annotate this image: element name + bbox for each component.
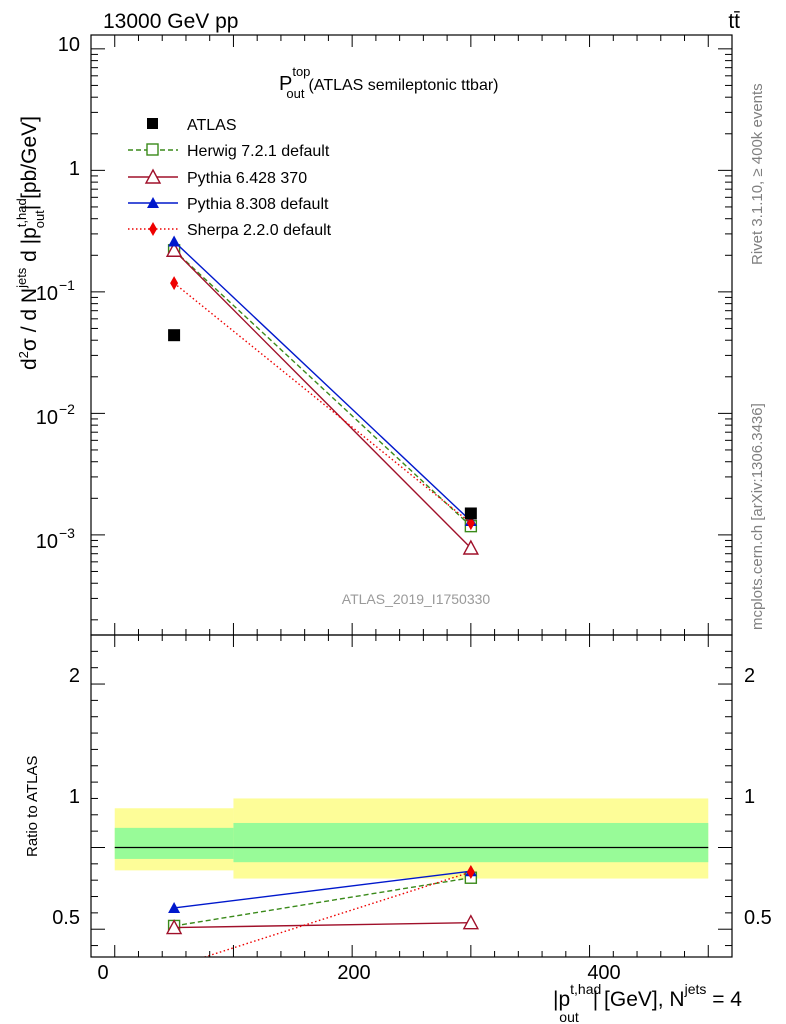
ratio-point-sherpa-1 <box>466 865 475 880</box>
main-point-sherpa-1 <box>466 516 475 531</box>
main-point-atlas-1 <box>464 507 477 520</box>
ratio-series-group <box>165 865 480 957</box>
ratio-ytick-label-right-2: 2 <box>744 665 755 687</box>
main-line-py8 <box>173 240 472 522</box>
ytick-exp-0.01: −2 <box>59 401 75 417</box>
main-point-atlas-0 <box>168 329 181 342</box>
legend-item-atlas: ATLAS <box>147 117 237 134</box>
ratio-line-py8 <box>174 870 471 909</box>
legend-label-py8: Pythia 8.308 default <box>187 196 329 213</box>
main-line-herwig <box>173 249 472 527</box>
legend-marker-py6 <box>144 168 162 184</box>
legend-item-sherpa: Sherpa 2.2.0 default <box>128 222 332 239</box>
ratio-frame <box>90 634 733 958</box>
ytick-label-0.1: 10 <box>36 283 58 305</box>
ratio-ytick-label-right-0.5: 0.5 <box>744 907 772 929</box>
xtick-label-400: 400 <box>587 962 620 984</box>
ratio-line-py6 <box>174 921 471 929</box>
main-point-py6-0 <box>165 241 183 257</box>
ratio-stat-band-1 <box>233 822 709 863</box>
axis-ticks <box>91 35 732 957</box>
main-point-sherpa-0 <box>170 276 179 291</box>
mcplots-label: mcplots.cern.ch [arXiv:1306.3436] <box>749 403 766 630</box>
legend-label-py6: Pythia 6.428 370 <box>187 170 307 187</box>
legend: ATLAS Herwig 7.2.1 default Pythia 6.428 … <box>128 117 332 239</box>
ratio-ytick-label-0.5: 0.5 <box>52 907 80 929</box>
ratio-ytick-label-2: 2 <box>69 665 80 687</box>
rivet-label: Rivet 3.1.10, ≥ 400k events <box>749 83 766 265</box>
legend-label-herwig: Herwig 7.2.1 default <box>187 143 330 160</box>
legend-item-py6: Pythia 6.428 370 <box>128 168 307 187</box>
xtick-label-200: 200 <box>337 962 370 984</box>
legend-marker-herwig <box>146 143 159 156</box>
ratio-line-herwig <box>173 877 471 927</box>
legend-marker-py8 <box>147 197 159 208</box>
legend-label-atlas: ATLAS <box>187 117 237 134</box>
ratio-stat-band-0 <box>114 827 234 859</box>
ytick-label-0.01: 10 <box>36 407 58 429</box>
legend-label-sherpa: Sherpa 2.2.0 default <box>187 222 332 239</box>
ratio-ylabel: Ratio to ATLAS <box>24 756 41 857</box>
legend-item-herwig: Herwig 7.2.1 default <box>128 143 330 160</box>
ytick-label-0.001: 10 <box>36 531 58 553</box>
process-label: tt̄ <box>728 10 740 33</box>
legend-marker-sherpa <box>149 222 157 236</box>
main-ylabel: d2σ / d Njets d |pt,had out| [pb/GeV] <box>14 116 47 370</box>
ratio-ytick-label-right-1: 1 <box>744 786 755 808</box>
ratio-uncertainty-bands <box>114 798 709 879</box>
main-point-py6-1 <box>462 539 480 555</box>
ytick-exp-0.1: −1 <box>59 277 75 293</box>
main-line-sherpa <box>173 282 472 524</box>
xtick-label-0: 0 <box>97 962 108 984</box>
legend-marker-atlas <box>147 118 158 129</box>
ytick-exp-0.001: −3 <box>59 525 75 541</box>
main-line-py6 <box>173 249 472 549</box>
xlabel: |pt,had out| [GeV], Njets = 4 <box>553 981 742 1024</box>
main-series-group <box>165 235 480 555</box>
ratio-point-py6-0 <box>165 919 183 935</box>
ratio-point-py8-0 <box>168 901 181 913</box>
plot-title: Ptop out (ATLAS semileptonic ttbar) <box>279 64 499 101</box>
ratio-point-py6-1 <box>462 914 480 930</box>
analysis-watermark: ATLAS_2019_I1750330 <box>342 591 491 607</box>
ytick-label-1: 1 <box>69 158 80 180</box>
beam-label: 13000 GeV pp <box>103 10 238 33</box>
legend-item-py8: Pythia 8.308 default <box>128 196 329 213</box>
main-point-py8-0 <box>168 235 181 247</box>
ratio-ytick-label-1: 1 <box>69 786 80 808</box>
ytick-label-10: 10 <box>58 34 80 56</box>
